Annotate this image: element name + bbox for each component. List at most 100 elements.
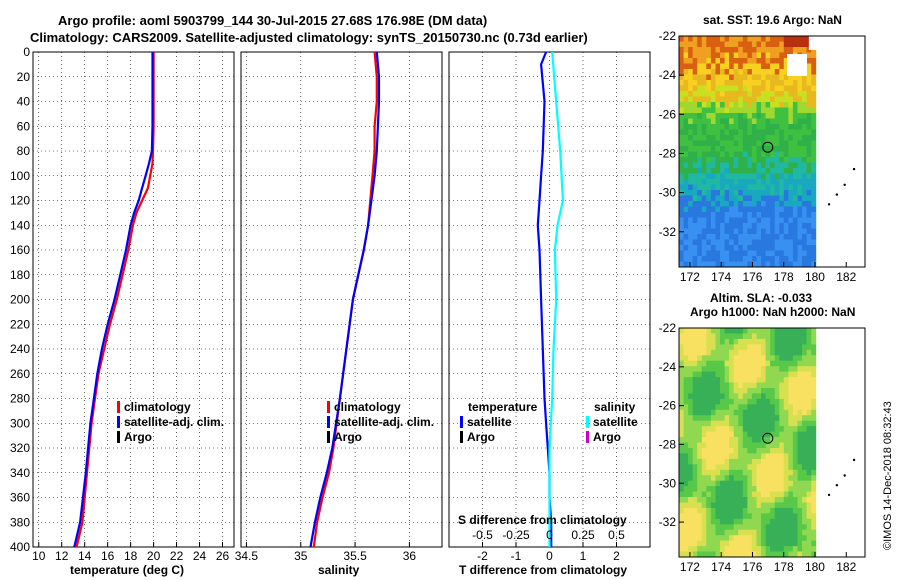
map-cell (770, 151, 776, 158)
map-cell (761, 349, 766, 356)
map-cell (797, 458, 803, 465)
map-cell (779, 250, 785, 257)
map-cell (783, 195, 789, 202)
map-cell (679, 129, 684, 136)
map-cell (706, 212, 712, 218)
map-cell (701, 491, 707, 498)
map-cell (765, 448, 771, 454)
map-cell (710, 360, 716, 367)
map-cell (747, 58, 753, 64)
map-cell (720, 393, 725, 400)
map-cell (715, 551, 721, 558)
map-cell (765, 388, 771, 394)
map-cell (756, 250, 762, 257)
map-cell (788, 426, 794, 432)
series-line-salinity-satellite (548, 51, 565, 547)
map-cell (751, 398, 757, 405)
map-cell (715, 162, 721, 169)
map-cell (697, 377, 703, 383)
map-cell (774, 398, 780, 405)
map-cell (806, 502, 812, 509)
map-cell (788, 239, 794, 246)
map-cell (765, 261, 771, 268)
map-cell (724, 415, 730, 422)
map-cell (683, 338, 689, 345)
map-cell (720, 349, 725, 356)
map-cell (701, 58, 707, 64)
map-cell (679, 540, 684, 547)
map-cell (733, 47, 739, 53)
map-cell (688, 96, 694, 103)
map-cell (774, 129, 780, 136)
map-cell (765, 107, 771, 114)
map-cell (774, 124, 780, 130)
map-cell (715, 107, 721, 114)
map-cell (715, 486, 721, 492)
map-cell (715, 201, 721, 207)
map-cell (688, 371, 694, 378)
map-cell (747, 168, 753, 174)
map-cell (792, 102, 798, 108)
map-cell (688, 344, 694, 351)
map-cell (679, 261, 684, 268)
map-cell (697, 256, 703, 262)
map-cell (761, 328, 766, 334)
map-cell (729, 475, 735, 482)
map-cell (738, 206, 744, 213)
map-cell (761, 245, 766, 251)
map-cell (715, 173, 721, 180)
map-cell (706, 518, 712, 525)
map-cell (751, 96, 757, 103)
map-cell (797, 190, 803, 196)
map-cell (683, 118, 689, 125)
map-cell (733, 491, 739, 498)
map-cell (774, 393, 780, 400)
map-cell (738, 190, 744, 196)
map-cell (733, 173, 739, 180)
map-cell (792, 349, 798, 356)
map-cell (706, 480, 712, 487)
map-cell (715, 113, 721, 119)
map-cell (770, 409, 776, 416)
map-cell (692, 540, 698, 547)
map-cell (679, 179, 684, 185)
map-cell (724, 239, 730, 246)
map-cell (751, 448, 757, 454)
map-cell (692, 146, 698, 152)
map-cell (747, 212, 753, 218)
map-cell (715, 355, 721, 362)
map-cell (715, 333, 721, 340)
map-cell (715, 431, 721, 438)
map-cell (751, 502, 757, 509)
map-cell (761, 256, 766, 262)
map-cell (692, 513, 698, 520)
map-cell (756, 217, 762, 224)
map-cell (802, 328, 807, 334)
map-cell (742, 377, 748, 383)
map-cell (783, 85, 789, 92)
map-cell (783, 140, 789, 147)
map-cell (779, 162, 785, 169)
map-cell (742, 129, 748, 136)
map-cell (788, 398, 794, 405)
map-cell (797, 360, 803, 367)
map-cell (751, 173, 757, 180)
map-cell (806, 333, 812, 340)
map-cell (806, 162, 812, 169)
map-cell (742, 113, 748, 119)
map-cell (720, 360, 725, 367)
map-cell (756, 36, 762, 42)
map-cell (688, 524, 694, 531)
map-cell (756, 535, 762, 542)
map-cell (774, 228, 780, 235)
map-cell (783, 442, 789, 449)
map-cell (756, 91, 762, 97)
map-cell (797, 129, 803, 136)
map-cell (692, 96, 698, 103)
map-cell (783, 497, 789, 503)
map-cell (738, 377, 744, 383)
sla-map-subtitle: Argo h1000: NaN h2000: NaN (690, 305, 855, 319)
map-cell (733, 212, 739, 218)
depth-tick-label: 40 (17, 95, 31, 109)
map-cell (688, 234, 694, 240)
